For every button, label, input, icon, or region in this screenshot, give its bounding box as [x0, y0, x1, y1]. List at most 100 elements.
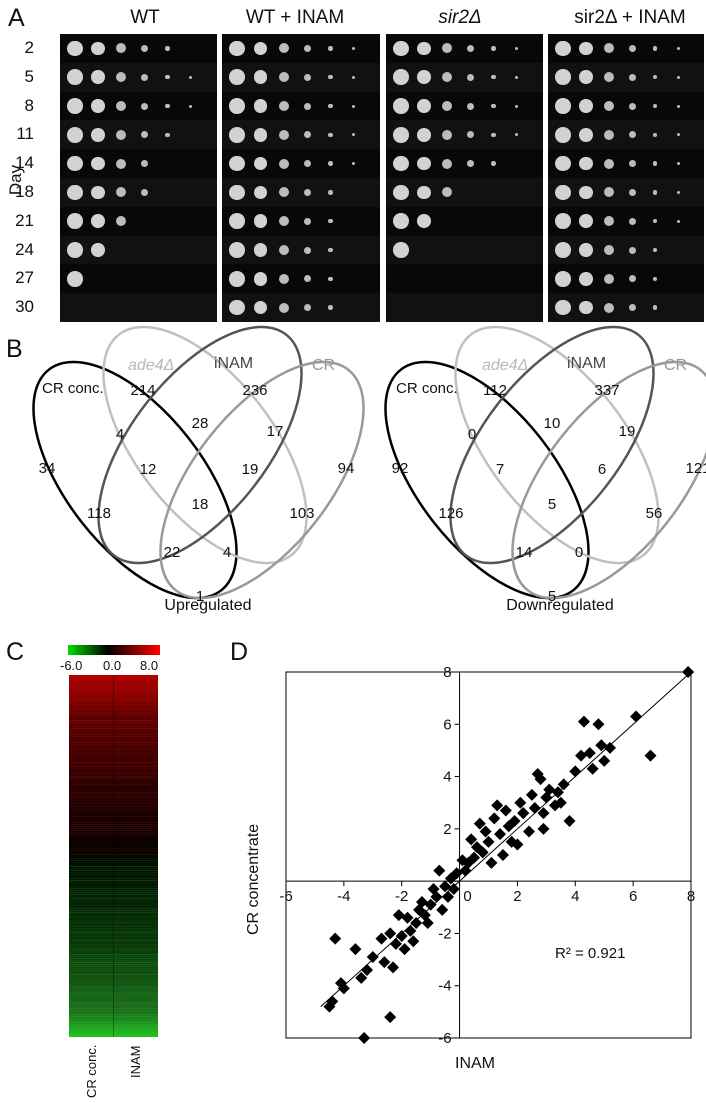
heatmap-stripe: [69, 870, 158, 871]
heatmap-scale-mid: 0.0: [103, 658, 121, 673]
scatter-point: [392, 909, 405, 922]
yeast-spot: [628, 275, 636, 283]
yeast-spot: [303, 102, 311, 110]
heatmap-stripe: [69, 842, 158, 843]
yeast-spot: [352, 162, 356, 166]
venn-up-ellipse-cr-conc: [32, 360, 238, 600]
heatmap-stripe: [69, 784, 158, 785]
heatmap-stripe: [69, 1034, 158, 1035]
yeast-spot: [579, 41, 593, 56]
venn-up-count: 19: [242, 461, 259, 478]
venn-down-count: 0: [468, 426, 476, 443]
spot-row: [60, 120, 217, 150]
heatmap-stripe: [69, 944, 158, 945]
scatter-point: [540, 791, 553, 804]
heatmap-stripe: [69, 726, 158, 727]
yeast-spot: [91, 127, 105, 142]
venn-down-count: 92: [392, 460, 409, 477]
yeast-spot: [328, 132, 333, 138]
heatmap-col-label-cr-conc: CR conc.: [84, 1045, 99, 1098]
heatmap-stripe: [69, 714, 158, 715]
heatmap-color-scale: [68, 645, 160, 655]
yeast-spot: [253, 127, 268, 142]
yeast-spot: [442, 158, 453, 169]
venn-down-ellipse-cr: [511, 360, 706, 600]
scatter-point: [375, 932, 388, 945]
heatmap-stripe: [69, 810, 158, 811]
spot-row: [548, 293, 704, 322]
heatmap-stripe: [69, 770, 158, 771]
yeast-spot: [229, 155, 245, 172]
yeast-spot: [579, 271, 593, 286]
venn-up-count: 1: [196, 588, 204, 605]
yeast-spot: [229, 299, 245, 316]
heatmap-stripe: [69, 910, 158, 911]
spot-row: [222, 206, 380, 236]
heatmap-stripe: [69, 1008, 158, 1009]
yeast-spot: [303, 188, 311, 196]
heatmap-stripe: [69, 928, 158, 929]
yeast-spot: [91, 214, 105, 229]
heatmap-stripe: [69, 958, 158, 959]
yeast-spot: [628, 160, 636, 168]
yeast-spot: [555, 126, 571, 143]
yeast-spot: [628, 304, 636, 312]
scatter-point: [523, 825, 535, 838]
yeast-spot: [141, 131, 148, 139]
venn-up-count: 103: [289, 505, 314, 522]
yeast-spot: [116, 72, 127, 83]
yeast-spot: [555, 242, 571, 258]
yeast-spot: [116, 187, 127, 198]
yeast-spot: [91, 41, 105, 56]
scatter-point: [433, 864, 446, 877]
scatter-point: [531, 767, 544, 780]
heatmap-stripe: [69, 962, 158, 963]
heatmap-stripe: [69, 1020, 158, 1021]
yeast-spot: [253, 41, 268, 56]
scatter-point: [494, 828, 507, 841]
scatter-point: [334, 977, 347, 990]
yeast-spot: [352, 46, 356, 50]
spot-panel-sir2-inam: [548, 34, 704, 322]
scatter-point: [398, 943, 411, 956]
yeast-spot: [417, 185, 431, 200]
yeast-spot: [303, 131, 311, 139]
scatter-point: [479, 825, 492, 838]
y-tick-label: 6: [443, 716, 451, 733]
yeast-spot: [628, 217, 636, 225]
venn-down-count: 6: [598, 461, 606, 478]
scatter-point: [436, 903, 449, 916]
heatmap-stripes: [69, 676, 158, 1035]
heatmap-stripe: [69, 898, 158, 899]
heatmap-stripe: [69, 678, 158, 679]
yeast-spot: [141, 102, 148, 110]
heatmap-stripe: [69, 954, 158, 955]
yeast-spot: [328, 46, 333, 51]
scatter-point: [459, 864, 472, 877]
day-label: 11: [16, 124, 34, 144]
yeast-spot: [604, 158, 614, 169]
heatmap-stripe: [69, 824, 158, 825]
heatmap-stripe: [69, 690, 158, 691]
yeast-spot: [328, 190, 333, 195]
yeast-spot: [67, 69, 83, 86]
spot-row: [222, 235, 380, 265]
yeast-spot: [67, 213, 83, 230]
y-tick-label: 4: [443, 769, 451, 786]
y-tick-label: 2: [443, 821, 451, 838]
yeast-spot: [91, 99, 105, 113]
heatmap-scale-max: 8.0: [140, 658, 158, 673]
heatmap-stripe: [69, 676, 158, 677]
heatmap-stripe: [69, 686, 158, 687]
scatter-point: [592, 718, 605, 731]
yeast-spot: [67, 155, 83, 172]
heatmap-stripe: [69, 850, 158, 851]
heatmap-stripe: [69, 1028, 158, 1029]
heatmap-stripe: [69, 882, 158, 883]
scatter-x-ticks: -6 -4 -2 0 2 4 6 8: [279, 881, 695, 905]
yeast-spot: [652, 132, 658, 138]
heatmap-stripe: [69, 866, 158, 867]
scatter-r2-annotation: R² = 0.921: [555, 945, 625, 962]
spot-row: [60, 264, 217, 294]
